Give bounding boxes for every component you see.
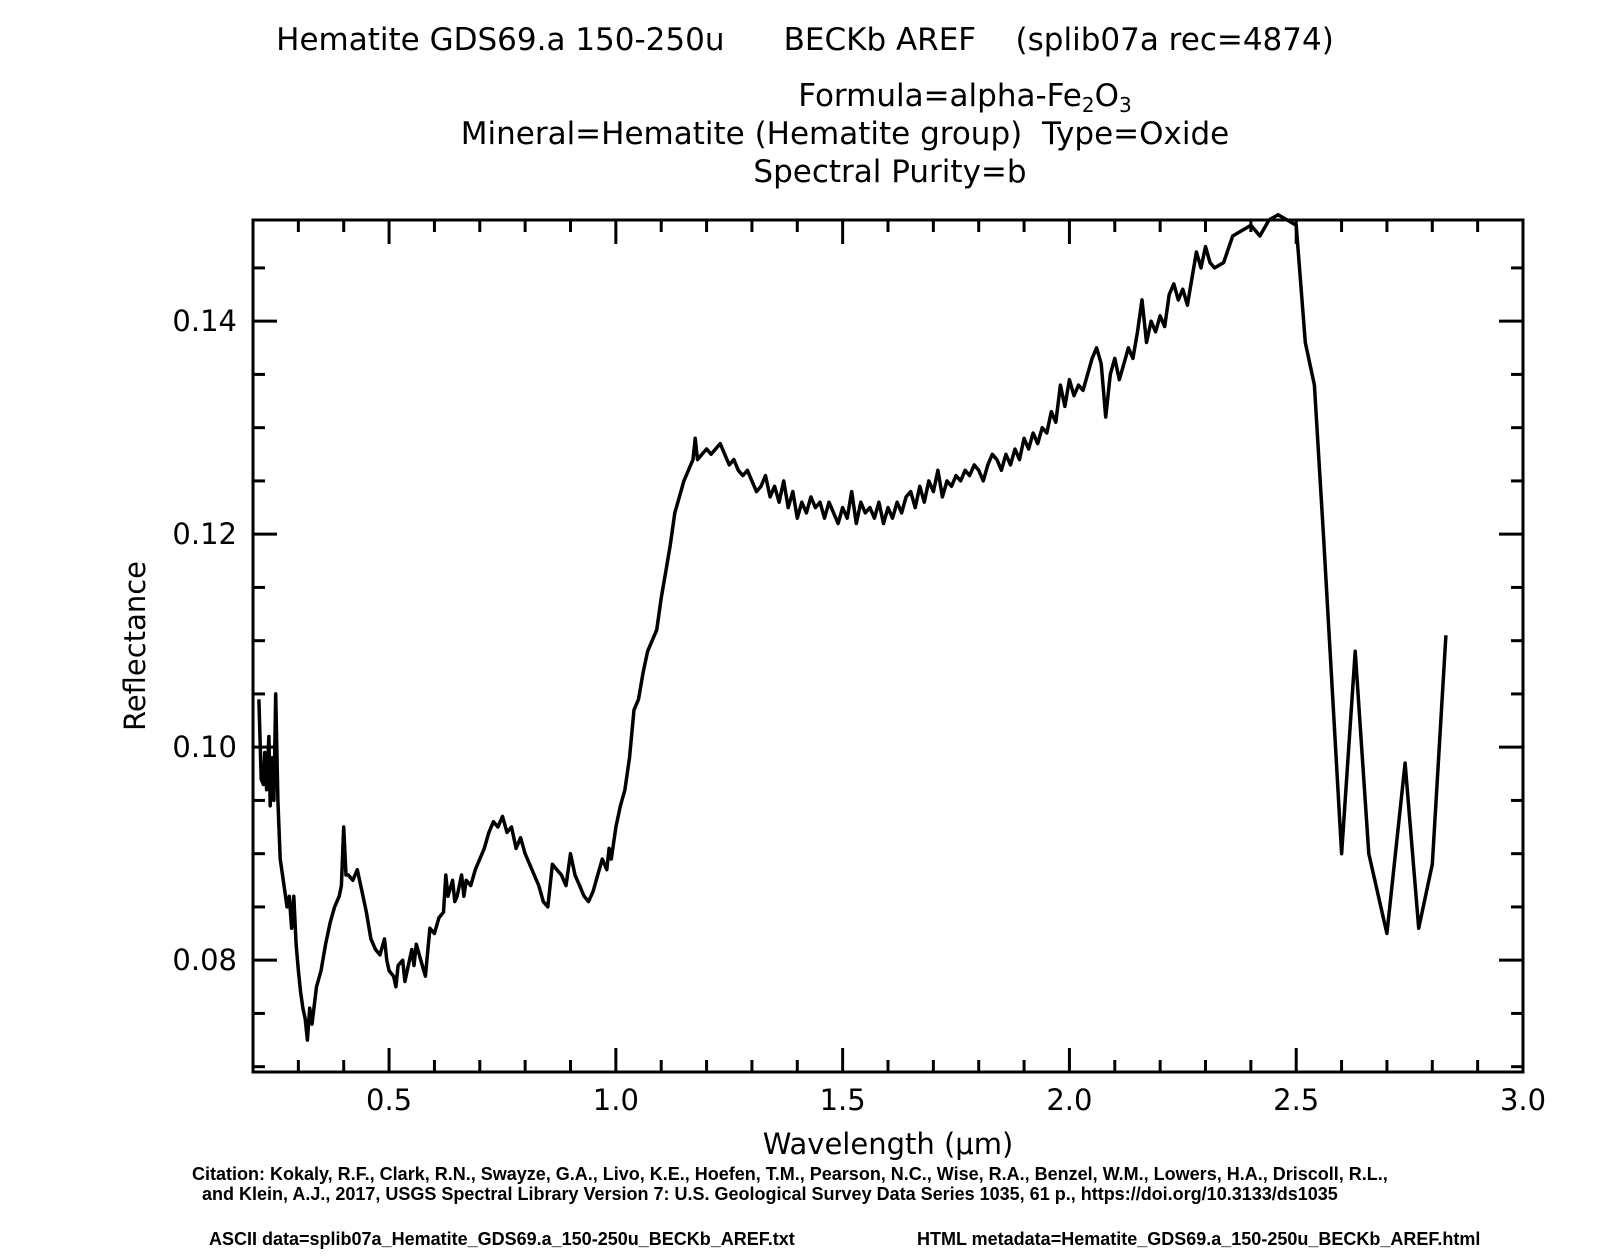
axis-ticks [253, 220, 1525, 1072]
x-axis-label: Wavelength (μm) [763, 1127, 1014, 1161]
citation-line-2: and Klein, A.J., 2017, USGS Spectral Lib… [202, 1184, 1338, 1204]
formula-sub-1: 2 [1081, 93, 1095, 117]
x-tick-label: 2.0 [1046, 1083, 1092, 1117]
x-tick-label: 1.0 [593, 1083, 639, 1117]
formula-sub-2: 3 [1119, 93, 1132, 117]
x-tick-label: 1.5 [820, 1083, 866, 1117]
y-tick-label: 0.12 [172, 517, 237, 551]
html-metadata-filename: HTML metadata=Hematite_GDS69.a_150-250u_… [917, 1229, 1481, 1249]
y-axis-label: Reflectance [118, 561, 152, 731]
ascii-data-filename: ASCII data=splib07a_Hematite_GDS69.a_150… [209, 1229, 795, 1249]
x-tick-label: 0.5 [366, 1083, 412, 1117]
chart-title: Hematite GDS69.a 150-250u BECKb AREF (sp… [276, 22, 1334, 58]
y-tick-label: 0.14 [172, 304, 237, 338]
formula-prefix: Formula=alpha-Fe [798, 78, 1082, 114]
x-tick-label: 2.5 [1273, 1083, 1319, 1117]
x-tick-label: 3.0 [1500, 1083, 1546, 1117]
formula-mid: O [1094, 78, 1120, 114]
purity-line: Spectral Purity=b [753, 154, 1027, 190]
tick-labels: 0.5 1.0 1.5 2.0 2.5 3.0 0.08 0.10 0.12 0.14 [172, 304, 1546, 1117]
mineral-line: Mineral=Hematite (Hematite group) Type=O… [460, 116, 1230, 152]
y-tick-label: 0.10 [172, 730, 237, 764]
formula-line: Formula=alpha-Fe2O3 [160, 78, 1610, 117]
citation-line-1: Citation: Kokaly, R.F., Clark, R.N., Swa… [192, 1164, 1388, 1184]
y-tick-label: 0.08 [172, 943, 237, 977]
reflectance-series-line [257, 212, 1448, 1042]
plot-frame [251, 218, 1525, 1074]
